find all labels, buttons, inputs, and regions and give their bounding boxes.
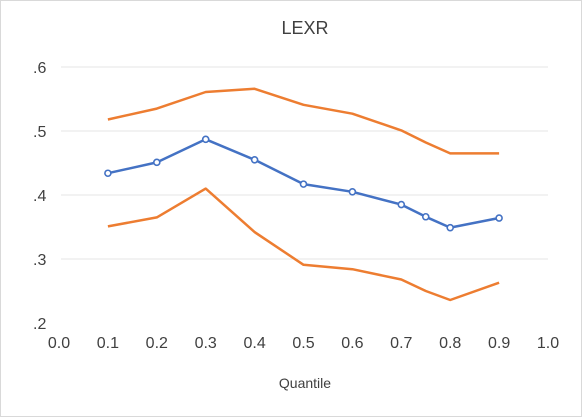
chart-title: LEXR: [281, 18, 328, 38]
x-tick-label: 0.4: [243, 335, 265, 352]
x-tick-label: 0.8: [439, 335, 461, 352]
y-axis-ticks: .2 .3 .4 .5 .6: [33, 60, 46, 333]
data-point: [153, 158, 161, 167]
data-point: [421, 212, 430, 221]
data-point: [495, 214, 503, 222]
series-line-2: [107, 138, 500, 229]
y-tick-label: .3: [33, 252, 46, 269]
x-tick-label: 0.0: [48, 335, 70, 352]
data-point: [104, 169, 112, 178]
y-tick-label: .6: [33, 60, 46, 77]
data-point: [397, 200, 406, 209]
series-line-1: [107, 87, 500, 155]
x-tick-label: 0.5: [292, 335, 314, 352]
x-tick-label: 0.9: [488, 335, 510, 352]
x-tick-label: 0.6: [341, 335, 363, 352]
gridlines: [61, 66, 548, 260]
series-line-3: [107, 187, 500, 302]
data-point: [348, 188, 357, 196]
x-tick-label: 0.2: [146, 335, 168, 352]
x-tick-label: 0.7: [390, 335, 412, 352]
y-tick-label: .2: [33, 316, 46, 333]
y-tick-label: .4: [33, 188, 46, 205]
x-tick-label: 0.3: [195, 335, 217, 352]
data-point: [446, 223, 455, 232]
x-tick-label: 0.1: [97, 335, 119, 352]
x-axis-label: Quantile: [279, 375, 331, 391]
series-lines: [104, 87, 503, 302]
x-axis-ticks: 0.0 0.1 0.2 0.3 0.4 0.5 0.6 0.7 0.8 0.9 1.0: [48, 335, 559, 352]
data-point: [299, 180, 308, 188]
x-tick-label: 1.0: [537, 335, 559, 352]
data-point: [201, 135, 210, 144]
y-tick-label: .5: [33, 124, 46, 141]
data-point: [250, 156, 259, 164]
